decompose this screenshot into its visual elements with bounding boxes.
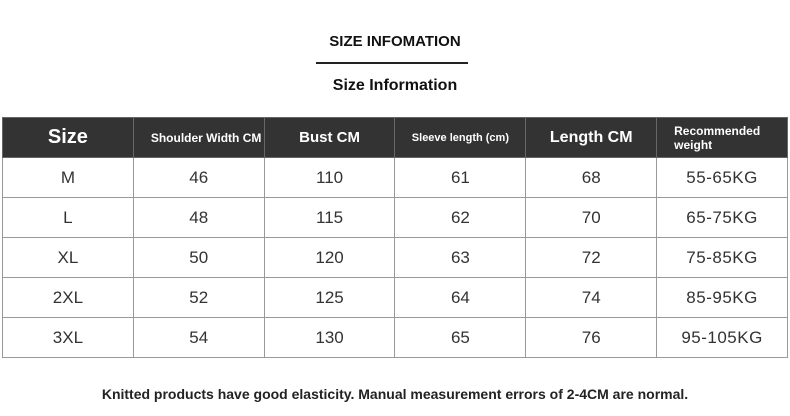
column-header: Length CM bbox=[525, 117, 658, 158]
table-row: M 46 110 61 68 55-65KG bbox=[2, 157, 788, 198]
table-cell: 2XL bbox=[2, 277, 134, 318]
subtitle: Size Information bbox=[332, 77, 458, 94]
column-header: Sleeve length (cm) bbox=[394, 117, 527, 158]
column-header: Shoulder Width CM bbox=[132, 117, 265, 158]
table-cell: 54 bbox=[132, 317, 265, 358]
table-row: 2XL 52 125 64 74 85-95KG bbox=[2, 277, 788, 318]
header-row: Size Shoulder Width CM Bust CM Sleeve lengt… bbox=[2, 117, 788, 158]
table-cell: 120 bbox=[263, 237, 396, 278]
table-cell: M bbox=[2, 157, 134, 198]
column-header: Bust CM bbox=[263, 117, 396, 158]
table-row: 3XL 54 130 65 76 95-105KG bbox=[2, 317, 788, 358]
table-cell: 110 bbox=[263, 157, 396, 198]
table-cell: 52 bbox=[132, 277, 265, 318]
table-cell: 50 bbox=[132, 237, 265, 278]
table-cell: L bbox=[2, 197, 134, 238]
table-row: L 48 115 62 70 65-75KG bbox=[2, 197, 788, 238]
size-table: Size Shoulder Width CM Bust CM Sleeve lengt… bbox=[2, 117, 788, 358]
title-underline bbox=[316, 62, 468, 64]
table-cell: 130 bbox=[263, 317, 396, 358]
table-cell: 63 bbox=[394, 237, 527, 278]
table-cell: 95-105KG bbox=[656, 317, 788, 358]
table-cell: 3XL bbox=[2, 317, 134, 358]
column-header: Recommended weight bbox=[656, 117, 788, 158]
table-cell: 85-95KG bbox=[656, 277, 788, 318]
table-cell: 75-85KG bbox=[656, 237, 788, 278]
table-cell: 48 bbox=[132, 197, 265, 238]
table-cell: 70 bbox=[525, 197, 658, 238]
table-cell: 125 bbox=[263, 277, 396, 318]
table-cell: 46 bbox=[132, 157, 265, 198]
table-cell: 76 bbox=[525, 317, 658, 358]
table-cell: 64 bbox=[394, 277, 527, 318]
table-cell: 65-75KG bbox=[656, 197, 788, 238]
table-cell: 72 bbox=[525, 237, 658, 278]
table-cell: 61 bbox=[394, 157, 527, 198]
table-cell: 74 bbox=[525, 277, 658, 318]
table-cell: 55-65KG bbox=[656, 157, 788, 198]
table-cell: 68 bbox=[525, 157, 658, 198]
title: SIZE INFOMATION bbox=[329, 33, 461, 50]
table-cell: 62 bbox=[394, 197, 527, 238]
footer-note: Knitted products have good elasticity. M… bbox=[101, 386, 689, 402]
table-cell: 65 bbox=[394, 317, 527, 358]
table-row: XL 50 120 63 72 75-85KG bbox=[2, 237, 788, 278]
table-cell: 115 bbox=[263, 197, 396, 238]
column-header: Size bbox=[2, 117, 134, 158]
table-cell: XL bbox=[2, 237, 134, 278]
